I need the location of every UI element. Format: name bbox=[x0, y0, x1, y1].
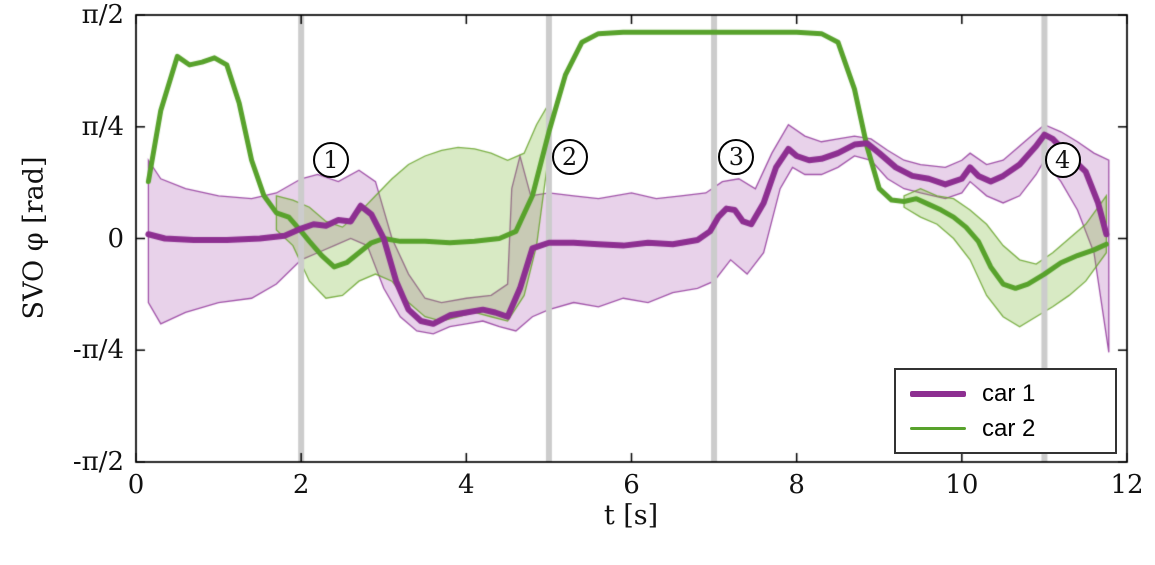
legend-entry-car1: car 1 bbox=[896, 376, 1115, 411]
event-marker-2: 2 bbox=[551, 139, 588, 176]
y-tick-label: π/2 bbox=[81, 0, 124, 30]
y-axis-title: SVO φ [rad] bbox=[18, 156, 50, 320]
y-tick-label: 0 bbox=[107, 223, 124, 254]
event-marker-1: 1 bbox=[312, 142, 349, 179]
x-tick-label-2: 2 bbox=[292, 470, 310, 500]
x-tick-label-4: 4 bbox=[458, 470, 475, 500]
y-tick-label: -π/4 bbox=[72, 335, 124, 366]
legend-label-car2: car 2 bbox=[982, 414, 1036, 442]
x-tick-label-8: 8 bbox=[788, 470, 805, 500]
event-marker-3: 3 bbox=[718, 139, 755, 176]
x-tick-label-6: 6 bbox=[623, 470, 640, 500]
x-tick-label-10: 10 bbox=[945, 470, 979, 500]
car2-line-sample bbox=[910, 427, 966, 430]
event-marker-4: 4 bbox=[1044, 142, 1081, 179]
legend-label-car1: car 1 bbox=[982, 379, 1036, 407]
y-tick-label: -π/2 bbox=[72, 447, 124, 477]
legend-entry-car2: car 2 bbox=[896, 411, 1115, 446]
car1-line-sample bbox=[910, 390, 966, 397]
x-axis-title: t [s] bbox=[603, 500, 659, 531]
x-tick-label-12: 12 bbox=[1110, 470, 1144, 500]
y-tick-label: π/4 bbox=[81, 111, 124, 142]
x-tick-label-0: 0 bbox=[127, 470, 145, 500]
legend: car 1 car 2 bbox=[894, 368, 1117, 454]
